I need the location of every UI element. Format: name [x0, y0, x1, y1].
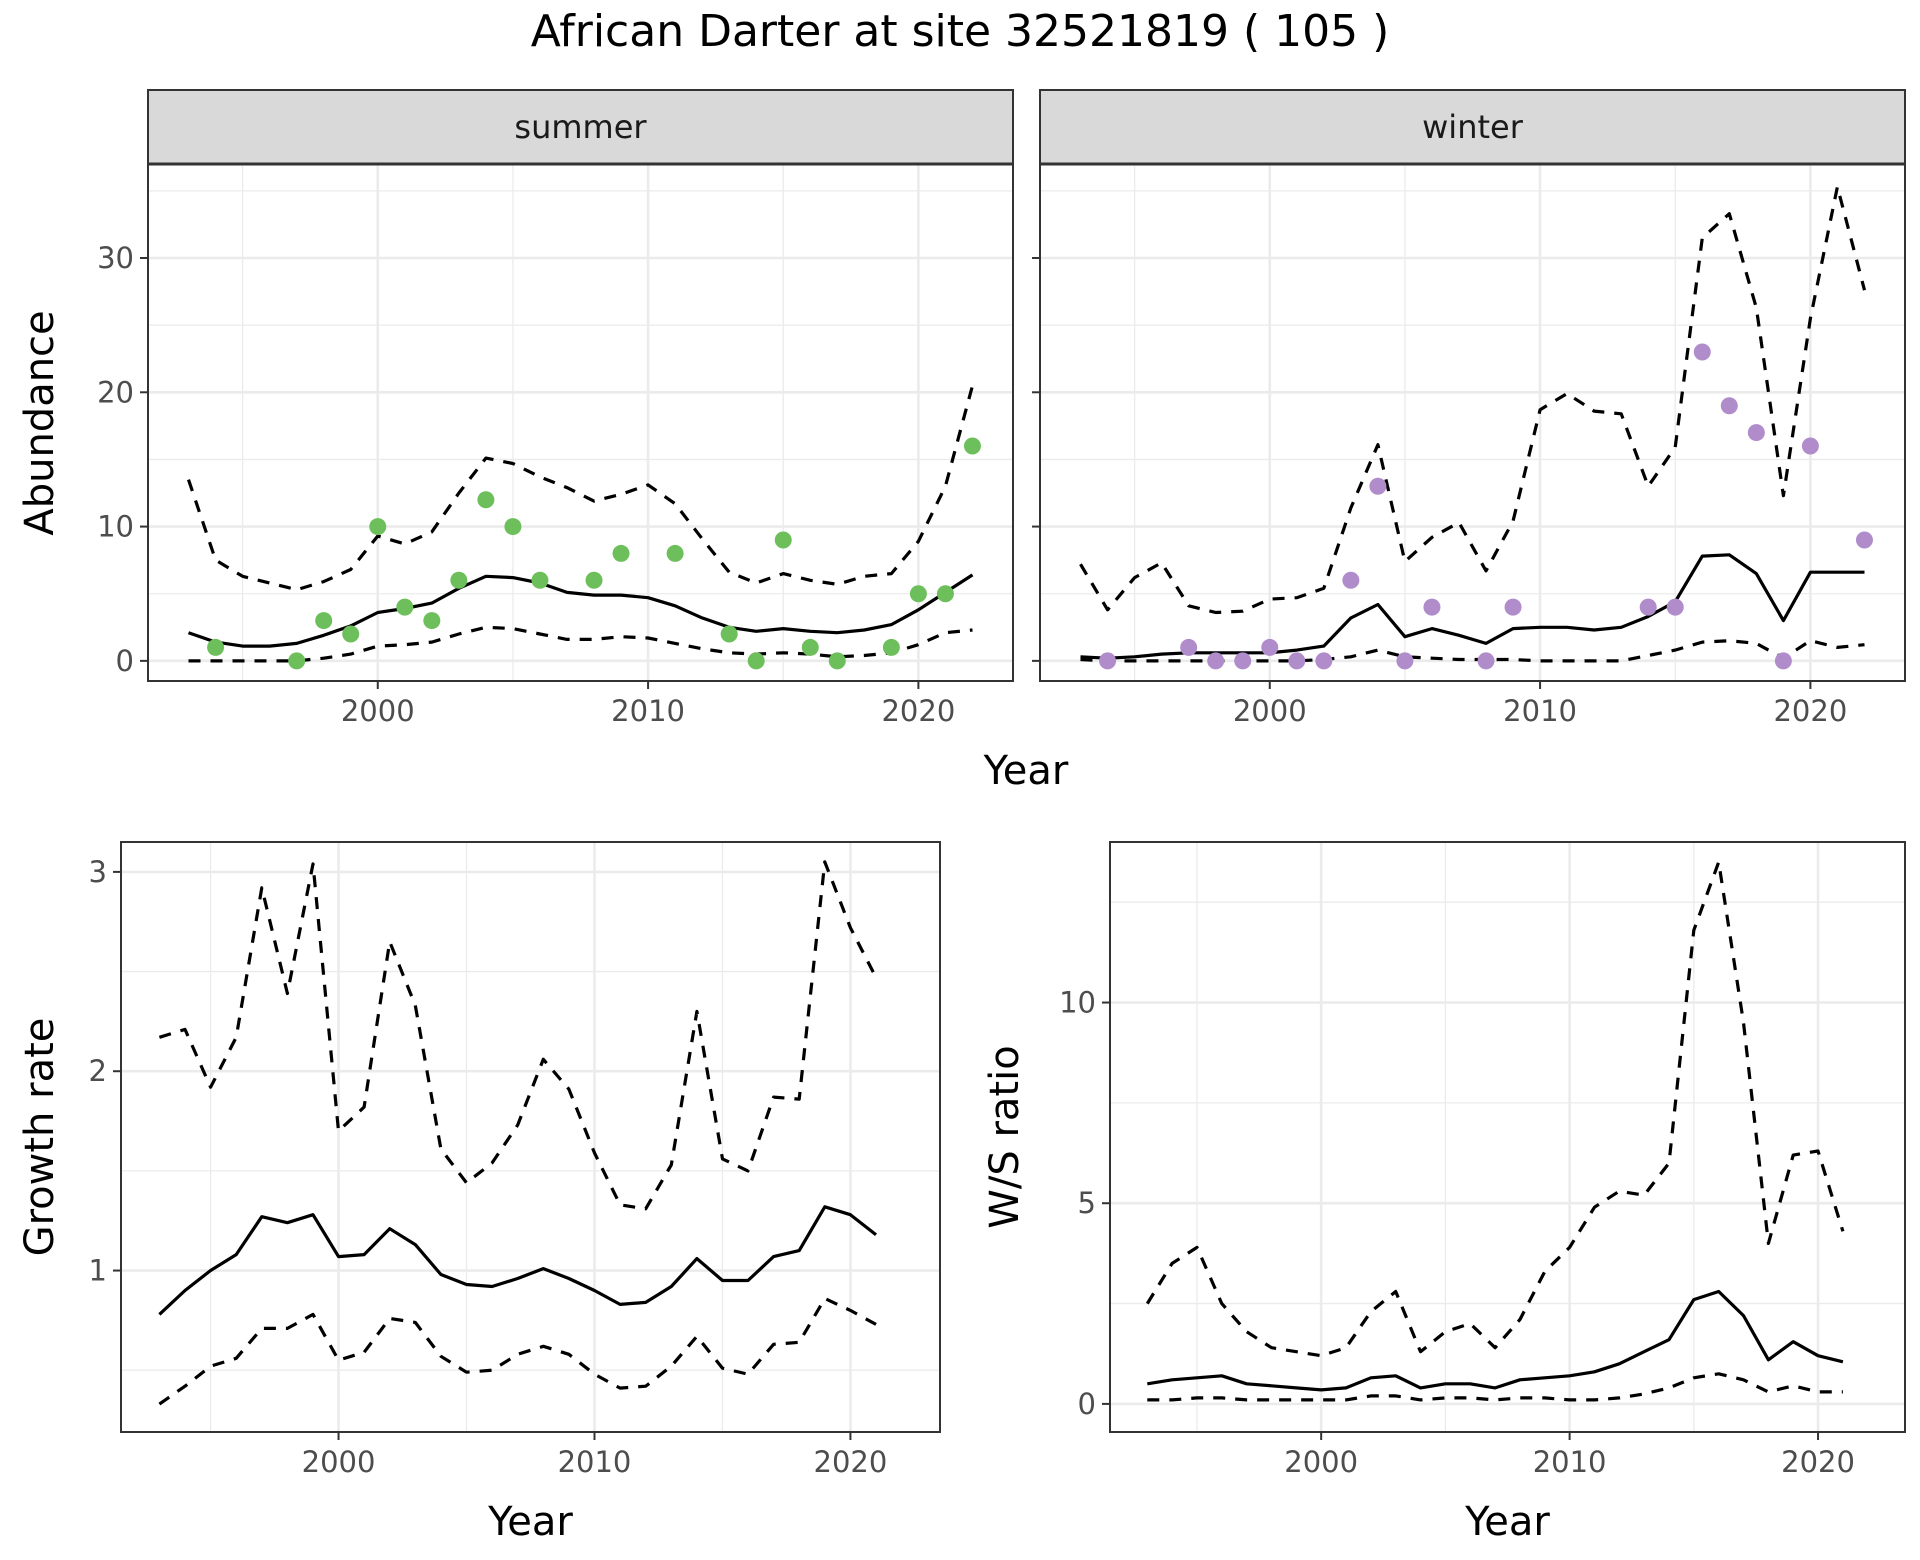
y-tick-label: 0 — [1078, 1387, 1096, 1421]
observed-point — [1504, 598, 1522, 616]
observed-point — [612, 544, 630, 562]
y-tick-label: 1 — [89, 1254, 107, 1288]
observed-point — [315, 612, 333, 630]
observed-point — [342, 625, 360, 643]
observed-point — [1666, 598, 1684, 616]
upper-bound-line — [1145, 860, 1845, 1358]
x-tick-label: 2020 — [814, 1445, 888, 1479]
observed-point — [1099, 652, 1117, 670]
observed-point — [1693, 343, 1711, 361]
x-tick-label: 2000 — [1284, 1445, 1358, 1479]
x-tick-label: 2010 — [558, 1445, 632, 1479]
observed-point — [1207, 652, 1225, 670]
observed-point — [828, 652, 846, 670]
plot-background — [148, 164, 1013, 681]
x-tick-label: 2020 — [1781, 1445, 1855, 1479]
upper-bound-line — [1079, 185, 1867, 615]
x-tick-label: 2010 — [611, 694, 685, 728]
plot-background — [121, 842, 940, 1432]
observed-point — [288, 652, 306, 670]
x-tick-label: 2000 — [1233, 694, 1307, 728]
x-tick-label: 2020 — [881, 694, 955, 728]
observed-point — [1801, 437, 1819, 455]
estimate-line — [158, 1205, 877, 1316]
y-tick-label: 10 — [97, 510, 134, 544]
x-tick-label: 2000 — [341, 694, 415, 728]
observed-point — [1396, 652, 1414, 670]
facet-strip-label: summer — [514, 108, 647, 146]
observed-point — [720, 625, 738, 643]
growth-rate-panel: 2000 2010 2020 1 2 3 Growth rate Year — [17, 841, 941, 1545]
estimate-line — [1147, 1289, 1844, 1392]
y-axis-title: W/S ratio — [982, 1045, 1028, 1228]
observed-point — [450, 571, 468, 589]
lower-bound-line — [158, 1296, 877, 1406]
estimate-line — [187, 573, 974, 648]
observed-point — [909, 585, 927, 603]
observed-point — [504, 518, 522, 536]
x-tick-label: 2010 — [1533, 1445, 1607, 1479]
plot-background — [1110, 842, 1905, 1432]
observed-point — [1720, 397, 1738, 415]
facet-x-axis-title: Year — [983, 748, 1069, 794]
facet-strip — [1039, 89, 1906, 165]
lower-bound-line — [1147, 1372, 1843, 1402]
y-axis-title: Growth rate — [17, 1018, 63, 1257]
observed-point — [585, 571, 603, 589]
observed-point — [1369, 477, 1387, 495]
observed-point — [1180, 638, 1198, 656]
x-tick-label: 2010 — [1503, 694, 1577, 728]
observed-point — [1342, 571, 1360, 589]
observed-point — [1639, 598, 1657, 616]
ws-ratio-panel: 2000 2010 2020 0 5 10 W/S ratio Year — [982, 841, 1906, 1545]
y-tick-label: 30 — [97, 241, 134, 275]
y-tick-label: 20 — [97, 375, 134, 409]
observed-point — [774, 531, 792, 549]
observed-point — [1477, 652, 1495, 670]
y-axis-title: Abundance — [17, 310, 63, 535]
observed-point — [1423, 598, 1441, 616]
observed-point — [207, 638, 225, 656]
observed-point — [1855, 531, 1873, 549]
panel-border — [120, 841, 941, 1433]
plot-background — [1040, 164, 1905, 681]
y-tick-label: 2 — [89, 1054, 107, 1088]
summer-panel: summer 2000 2010 2020 0 10 20 30 Abundance — [17, 89, 1014, 728]
y-tick-label: 10 — [1059, 986, 1096, 1020]
observed-point — [1315, 652, 1333, 670]
observed-point — [1747, 424, 1765, 442]
observed-point — [882, 638, 900, 656]
facet-strip-label: winter — [1422, 108, 1524, 146]
observed-point — [747, 652, 765, 670]
observed-point — [423, 612, 441, 630]
facet-strip — [147, 89, 1014, 165]
observed-point — [936, 585, 954, 603]
observed-point — [1234, 652, 1252, 670]
observed-point — [1774, 652, 1792, 670]
observed-point — [1288, 652, 1306, 670]
x-tick-label: 2020 — [1773, 694, 1847, 728]
lower-bound-line — [188, 625, 973, 663]
y-tick-label: 5 — [1078, 1186, 1096, 1220]
observed-point — [396, 598, 414, 616]
x-axis-title: Year — [487, 1499, 573, 1545]
winter-panel: winter 2000 2010 2020 — [1032, 89, 1906, 728]
x-tick-label: 2000 — [302, 1445, 376, 1479]
x-axis-title: Year — [1464, 1499, 1550, 1545]
observed-point — [801, 638, 819, 656]
y-tick-label: 0 — [116, 644, 134, 678]
observed-point — [369, 518, 387, 536]
panel-border — [1109, 841, 1906, 1433]
observed-point — [531, 571, 549, 589]
observed-point — [666, 544, 684, 562]
figure-title: African Darter at site 32521819 ( 105 ) — [531, 6, 1390, 57]
estimate-line — [1080, 553, 1865, 660]
observed-point — [1261, 638, 1279, 656]
observed-point — [963, 437, 981, 455]
y-tick-label: 3 — [89, 855, 107, 889]
upper-bound-line — [158, 860, 878, 1211]
observed-point — [477, 491, 495, 509]
